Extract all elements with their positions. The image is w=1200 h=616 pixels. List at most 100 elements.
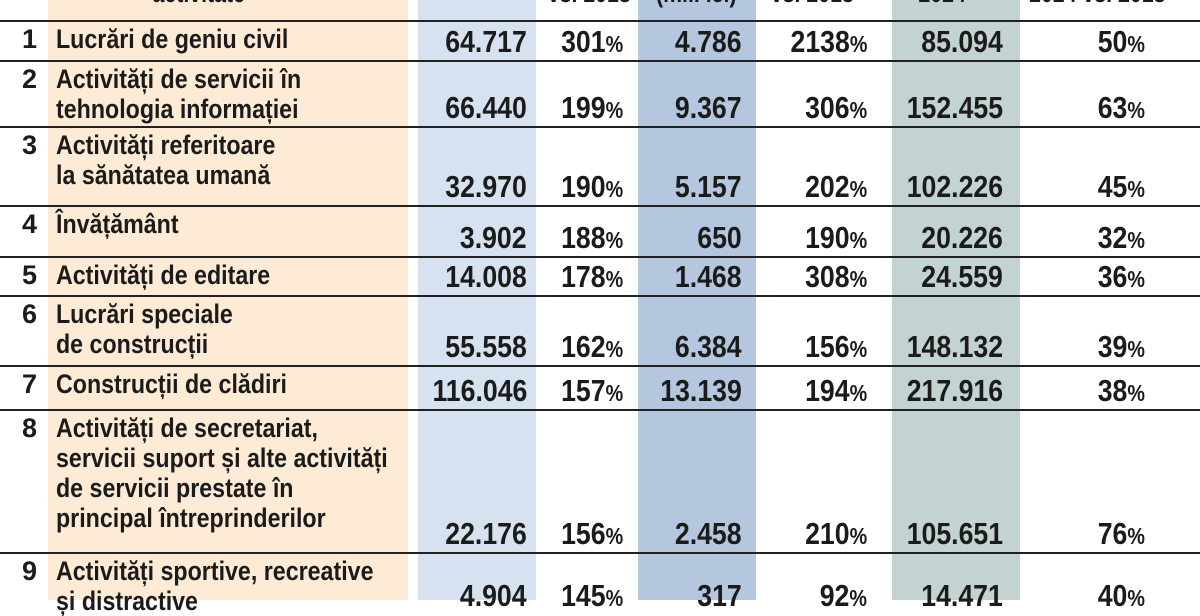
cell-value: 24.559 <box>921 259 1003 294</box>
table-row: 5 Activități de editare 14.008 178% 1.468 308… <box>0 256 1200 295</box>
cell-value: 50 <box>1097 24 1128 59</box>
cell-value: 4.904 <box>460 578 527 613</box>
cell-e: 20.226 <box>921 220 1003 256</box>
cell-a: 14.008 <box>445 259 527 295</box>
cell-value: 3.902 <box>460 220 527 255</box>
activity-name-line: Lucrări de geniu civil <box>56 24 289 54</box>
col-e-bg <box>892 0 1020 600</box>
cell-e: 105.651 <box>907 516 1003 552</box>
table-row: 6 Lucrări speciale de construcții 55.558 162… <box>0 295 1200 365</box>
activity-name-line: de servicii prestate în <box>56 473 294 503</box>
percent-sign: % <box>1127 336 1145 362</box>
activity-name-line: principal întreprinderilor <box>56 503 326 533</box>
percent-sign: % <box>1127 176 1145 202</box>
table-row: 7 Construcții de clădiri 116.046 157% 13.139… <box>0 365 1200 409</box>
cell-value: 116.046 <box>432 373 527 408</box>
activity-name: Activități sportive, recreative și distra… <box>56 556 426 616</box>
cell-value: 157 <box>560 373 606 408</box>
cell-value: 9.367 <box>675 90 742 125</box>
cell-value: 202 <box>804 169 850 204</box>
col-c-bg <box>638 0 756 600</box>
cell-value: 76 <box>1097 516 1128 551</box>
col-a-bg <box>418 0 536 600</box>
cell-value: 162 <box>560 329 606 364</box>
cell-f: 63% <box>1098 90 1145 126</box>
activity-name: Învățământ <box>56 209 426 239</box>
row-number: 9 <box>22 556 38 586</box>
header-col-b: vs. 2018 <box>548 0 631 9</box>
cell-value: 190 <box>560 169 606 204</box>
header-col-e: 2024 <box>918 0 965 9</box>
cell-value: 1.468 <box>675 259 742 294</box>
cell-c: 1.468 <box>675 259 742 295</box>
cell-value: 20.226 <box>921 220 1003 255</box>
cell-value: 36 <box>1097 259 1128 294</box>
cell-f: 76% <box>1098 516 1145 552</box>
cell-value: 194 <box>804 373 850 408</box>
activity-name-line: Activități sportive, recreative <box>56 556 374 586</box>
percent-sign: % <box>849 523 867 549</box>
percent-sign: % <box>849 97 867 123</box>
cell-value: 14.471 <box>921 578 1003 613</box>
row-number: 2 <box>22 64 38 94</box>
cell-value: 2.458 <box>675 516 742 551</box>
percent-sign: % <box>849 585 867 611</box>
row-separator <box>0 20 1200 22</box>
cell-d: 2138% <box>790 24 867 60</box>
activity-name-line: Activități de secretariat, <box>56 413 318 443</box>
cell-d: 210% <box>805 516 867 552</box>
table-row: 9 Activități sportive, recreative și distr… <box>0 552 1200 616</box>
cell-value: 4.786 <box>675 24 742 59</box>
cell-c: 6.384 <box>675 329 742 365</box>
cell-c: 317 <box>698 578 742 614</box>
cell-a: 55.558 <box>445 329 527 365</box>
row-separator <box>0 552 1200 554</box>
row-number: 1 <box>22 24 38 54</box>
cell-e: 85.094 <box>921 24 1003 60</box>
cell-f: 36% <box>1098 259 1145 295</box>
percent-sign: % <box>1127 585 1145 611</box>
table-row: 3 Activități referitoare la sănătatea uman… <box>0 126 1200 205</box>
cell-value: 5.157 <box>675 169 742 204</box>
cell-a: 116.046 <box>432 373 527 409</box>
cell-b: 156% <box>561 516 623 552</box>
row-separator <box>0 409 1200 411</box>
cell-a: 3.902 <box>460 220 527 256</box>
activity-name-line: Activități de servicii în <box>56 64 302 94</box>
cell-value: 317 <box>697 578 742 613</box>
header-col-d: vs. 2018 <box>771 0 854 9</box>
cell-b: 157% <box>561 373 623 409</box>
row-number: 4 <box>22 209 38 239</box>
cell-value: 217.916 <box>906 373 1003 408</box>
cell-f: 39% <box>1098 329 1145 365</box>
cell-value: 13.139 <box>660 373 742 408</box>
percent-sign: % <box>605 336 623 362</box>
cell-d: 194% <box>805 373 867 409</box>
activity-name: Activități de editare <box>56 260 426 290</box>
cell-d: 156% <box>805 329 867 365</box>
cell-e: 102.226 <box>907 169 1003 205</box>
cell-f: 32% <box>1098 220 1145 256</box>
cell-c: 5.157 <box>675 169 742 205</box>
activity-name: Activități de servicii în tehnologia info… <box>56 64 426 124</box>
activity-name-line: la sănătatea umană <box>56 160 271 190</box>
table-row: 8 Activități de secretariat, servicii supo… <box>0 409 1200 552</box>
cell-value: 92 <box>819 578 850 613</box>
activity-name: Activități de secretariat, servicii supor… <box>56 413 426 533</box>
percent-sign: % <box>1127 227 1145 253</box>
activity-name-line: Activități de editare <box>56 260 271 290</box>
cell-b: 162% <box>561 329 623 365</box>
row-number: 6 <box>22 299 38 329</box>
table-header: activitate vs. 2018 (mil. lei) vs. 2018 … <box>0 0 1166 14</box>
header-col-c: (mil. lei) <box>656 0 737 9</box>
cell-d: 190% <box>805 220 867 256</box>
cell-e: 148.132 <box>907 329 1003 365</box>
cell-value: 148.132 <box>906 329 1003 364</box>
cell-c: 4.786 <box>675 24 742 60</box>
cell-b: 178% <box>561 259 623 295</box>
cell-f: 38% <box>1098 373 1145 409</box>
percent-sign: % <box>605 176 623 202</box>
cell-a: 4.904 <box>460 578 527 614</box>
percent-sign: % <box>1127 380 1145 406</box>
cell-value: 22.176 <box>445 516 527 551</box>
